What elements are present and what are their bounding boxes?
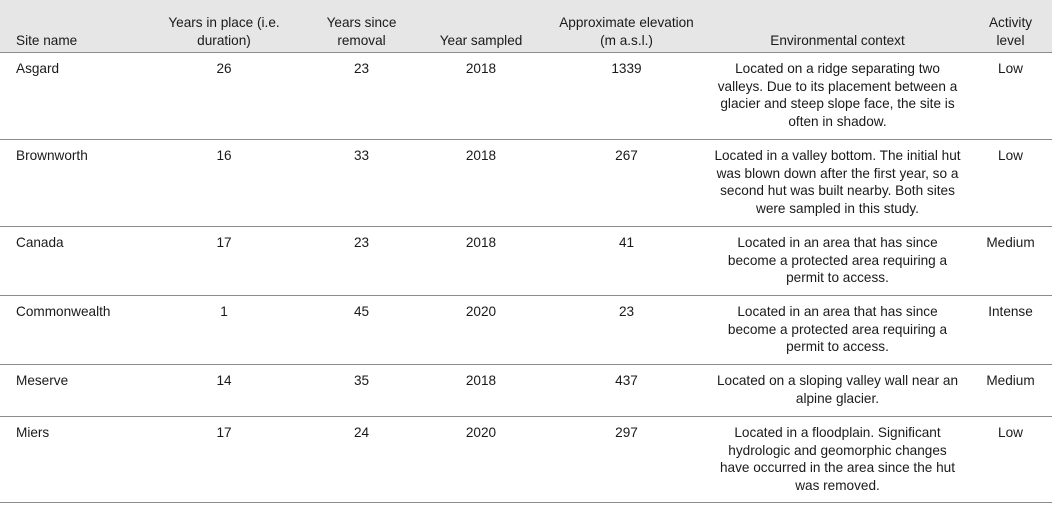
cell-year-sampled: 2018 [465, 235, 497, 250]
cell-years-in-place: 17 [216, 235, 232, 250]
cell-site: Miers [16, 425, 50, 440]
table-row: Brownworth 16 33 2018 267 Located in a v… [0, 139, 1052, 227]
cell-years-since-removal: 24 [353, 425, 370, 440]
cell-site: Meserve [16, 373, 69, 388]
cell-activity: Low [998, 61, 1023, 76]
cell-year-sampled: 2020 [465, 425, 497, 440]
cell-activity: Low [998, 425, 1023, 440]
cell-year-sampled: 2018 [465, 148, 497, 163]
header-elevation: Approximate elevation (m a.s.l.) [559, 15, 694, 48]
cell-activity: Medium [986, 235, 1035, 250]
cell-context: Located in an area that has since become… [727, 304, 948, 354]
table-row: Miers 17 24 2020 297 Located in a floodp… [0, 416, 1052, 503]
cell-site: Canada [16, 235, 64, 250]
cell-context: Located on a ridge separating two valley… [717, 61, 958, 129]
header-activity-level: Activity level [988, 15, 1033, 48]
cell-activity: Intense [988, 304, 1033, 319]
cell-years-since-removal: 45 [353, 304, 370, 319]
cell-site: Brownworth [16, 148, 88, 163]
cell-context: Located in a valley bottom. The initial … [714, 148, 961, 216]
cell-year-sampled: 2018 [465, 61, 497, 76]
cell-years-since-removal: 33 [353, 148, 370, 163]
header-year-sampled: Year sampled [439, 33, 523, 48]
header-environmental-context: Environmental context [770, 33, 905, 48]
cell-activity: Low [998, 148, 1023, 163]
table-row: Commonwealth 1 45 2020 23 Located in an … [0, 295, 1052, 365]
cell-context: Located in a floodplain. Significant hyd… [719, 425, 956, 493]
cell-years-since-removal: 23 [353, 235, 370, 250]
header-site-name: Site name [16, 33, 78, 48]
cell-years-since-removal: 23 [353, 61, 370, 76]
cell-elevation: 23 [618, 304, 635, 319]
cell-years-in-place: 14 [216, 373, 232, 388]
cell-years-in-place: 26 [216, 61, 232, 76]
cell-elevation: 41 [618, 235, 635, 250]
table-body: Asgard 26 23 2018 1339 Located on a ridg… [0, 52, 1052, 503]
cell-years-in-place: 1 [220, 304, 228, 319]
table-row: Canada 17 23 2018 41 Located in an area … [0, 226, 1052, 296]
cell-year-sampled: 2018 [465, 373, 497, 388]
cell-site: Commonwealth [16, 304, 111, 319]
cell-years-since-removal: 35 [353, 373, 370, 388]
cell-site: Asgard [16, 61, 60, 76]
header-years-in-place: Years in place (i.e. duration) [168, 15, 280, 48]
cell-activity: Medium [986, 373, 1035, 388]
cell-elevation: 437 [615, 373, 638, 388]
header-years-since-removal: Years since removal [326, 15, 397, 48]
cell-years-in-place: 16 [216, 148, 232, 163]
cell-elevation: 297 [615, 425, 638, 440]
cell-years-in-place: 17 [216, 425, 232, 440]
table-row: Asgard 26 23 2018 1339 Located on a ridg… [0, 52, 1052, 140]
cell-context: Located on a sloping valley wall near an… [716, 373, 959, 406]
cell-elevation: 1339 [611, 61, 642, 76]
table-header: Site name Years in place (i.e. duration)… [0, 0, 1052, 53]
cell-year-sampled: 2020 [465, 304, 497, 319]
header-row: Site name Years in place (i.e. duration)… [0, 0, 1052, 53]
cell-context: Located in an area that has since become… [727, 235, 948, 285]
table-row: Meserve 14 35 2018 437 Located on a slop… [0, 364, 1052, 417]
cell-elevation: 267 [615, 148, 638, 163]
